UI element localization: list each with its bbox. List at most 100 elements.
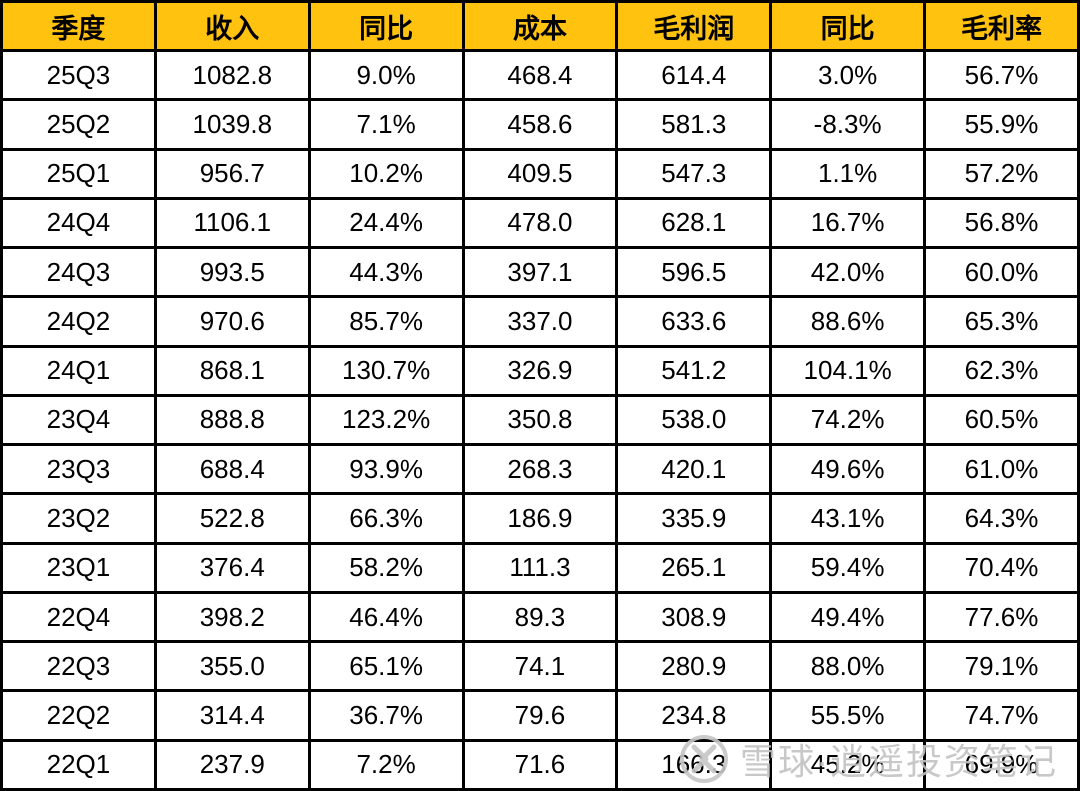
table-row: 22Q2 314.4 36.7% 79.6 234.8 55.5% 74.7%	[0, 689, 1080, 742]
value-cell: 60.5%	[923, 393, 1080, 447]
value-cell: 308.9	[615, 590, 773, 644]
value-cell: 633.6	[615, 295, 773, 348]
value-cell: 88.0%	[769, 640, 927, 693]
table-row: 24Q4 1106.1 24.4% 478.0 628.1 16.7% 56.8%	[0, 196, 1080, 250]
value-cell: 49.4%	[769, 590, 927, 644]
value-cell: 79.6	[461, 689, 619, 742]
value-cell: 314.4	[153, 689, 311, 742]
quarter-cell: 22Q4	[0, 590, 157, 644]
quarter-cell: 23Q2	[0, 492, 157, 545]
value-cell: 79.1%	[923, 640, 1080, 693]
value-cell: 3.0%	[769, 48, 927, 102]
value-cell: 10.2%	[307, 147, 465, 200]
quarter-cell: 25Q2	[0, 98, 157, 151]
table-row: 23Q3 688.4 93.9% 268.3 420.1 49.6% 61.0%	[0, 443, 1080, 496]
value-cell: 547.3	[615, 147, 773, 200]
value-cell: 956.7	[153, 147, 311, 200]
value-cell: 66.3%	[307, 492, 465, 545]
value-cell: 65.1%	[307, 640, 465, 693]
table-row: 23Q4 888.8 123.2% 350.8 538.0 74.2% 60.5%	[0, 393, 1080, 447]
value-cell: 93.9%	[307, 443, 465, 496]
column-header-3: 成本	[461, 0, 619, 52]
value-cell: 1.1%	[769, 147, 927, 200]
value-cell: 24.4%	[307, 196, 465, 250]
table-row: 23Q2 522.8 66.3% 186.9 335.9 43.1% 64.3%	[0, 492, 1080, 545]
value-cell: 85.7%	[307, 295, 465, 348]
value-cell: 335.9	[615, 492, 773, 545]
table-row: 23Q1 376.4 58.2% 111.3 265.1 59.4% 70.4%	[0, 541, 1080, 594]
quarter-cell: 25Q1	[0, 147, 157, 200]
value-cell: 237.9	[153, 738, 311, 791]
value-cell: 970.6	[153, 295, 311, 348]
quarter-cell: 22Q1	[0, 738, 157, 791]
value-cell: 458.6	[461, 98, 619, 151]
value-cell: 868.1	[153, 344, 311, 397]
value-cell: 268.3	[461, 443, 619, 496]
value-cell: 56.8%	[923, 196, 1080, 250]
column-header-2: 同比	[307, 0, 465, 52]
column-header-5: 同比	[769, 0, 927, 52]
table-row: 22Q3 355.0 65.1% 74.1 280.9 88.0% 79.1%	[0, 640, 1080, 693]
value-cell: 265.1	[615, 541, 773, 594]
value-cell: 186.9	[461, 492, 619, 545]
value-cell: 9.0%	[307, 48, 465, 102]
value-cell: 69.9%	[923, 738, 1080, 791]
table-row: 22Q1 237.9 7.2% 71.6 166.3 45.2% 69.9%	[0, 738, 1080, 791]
quarter-cell: 22Q2	[0, 689, 157, 742]
value-cell: 1106.1	[153, 196, 311, 250]
value-cell: 55.5%	[769, 689, 927, 742]
quarter-cell: 24Q1	[0, 344, 157, 397]
value-cell: 56.7%	[923, 48, 1080, 102]
value-cell: 628.1	[615, 196, 773, 250]
value-cell: -8.3%	[769, 98, 927, 151]
value-cell: 234.8	[615, 689, 773, 742]
quarter-cell: 24Q2	[0, 295, 157, 348]
quarter-cell: 23Q1	[0, 541, 157, 594]
value-cell: 70.4%	[923, 541, 1080, 594]
value-cell: 398.2	[153, 590, 311, 644]
value-cell: 104.1%	[769, 344, 927, 397]
table-row: 25Q1 956.7 10.2% 409.5 547.3 1.1% 57.2%	[0, 147, 1080, 200]
value-cell: 89.3	[461, 590, 619, 644]
value-cell: 123.2%	[307, 393, 465, 447]
value-cell: 420.1	[615, 443, 773, 496]
quarter-cell: 24Q4	[0, 196, 157, 250]
table-row: 25Q2 1039.8 7.1% 458.6 581.3 -8.3% 55.9%	[0, 98, 1080, 151]
value-cell: 74.7%	[923, 689, 1080, 742]
value-cell: 74.2%	[769, 393, 927, 447]
value-cell: 337.0	[461, 295, 619, 348]
value-cell: 468.4	[461, 48, 619, 102]
value-cell: 130.7%	[307, 344, 465, 397]
quarter-cell: 22Q3	[0, 640, 157, 693]
table-row: 24Q3 993.5 44.3% 397.1 596.5 42.0% 60.0%	[0, 246, 1080, 299]
value-cell: 1039.8	[153, 98, 311, 151]
quarter-cell: 25Q3	[0, 48, 157, 102]
value-cell: 397.1	[461, 246, 619, 299]
value-cell: 993.5	[153, 246, 311, 299]
column-header-1: 收入	[153, 0, 311, 52]
value-cell: 541.2	[615, 344, 773, 397]
value-cell: 280.9	[615, 640, 773, 693]
column-header-4: 毛利润	[615, 0, 773, 52]
value-cell: 16.7%	[769, 196, 927, 250]
value-cell: 65.3%	[923, 295, 1080, 348]
table-row: 22Q4 398.2 46.4% 89.3 308.9 49.4% 77.6%	[0, 590, 1080, 644]
column-header-0: 季度	[0, 0, 157, 52]
value-cell: 58.2%	[307, 541, 465, 594]
value-cell: 596.5	[615, 246, 773, 299]
quarter-cell: 24Q3	[0, 246, 157, 299]
value-cell: 55.9%	[923, 98, 1080, 151]
value-cell: 43.1%	[769, 492, 927, 545]
value-cell: 409.5	[461, 147, 619, 200]
value-cell: 7.2%	[307, 738, 465, 791]
value-cell: 581.3	[615, 98, 773, 151]
value-cell: 166.3	[615, 738, 773, 791]
value-cell: 1082.8	[153, 48, 311, 102]
value-cell: 71.6	[461, 738, 619, 791]
value-cell: 42.0%	[769, 246, 927, 299]
value-cell: 45.2%	[769, 738, 927, 791]
value-cell: 59.4%	[769, 541, 927, 594]
value-cell: 614.4	[615, 48, 773, 102]
value-cell: 478.0	[461, 196, 619, 250]
